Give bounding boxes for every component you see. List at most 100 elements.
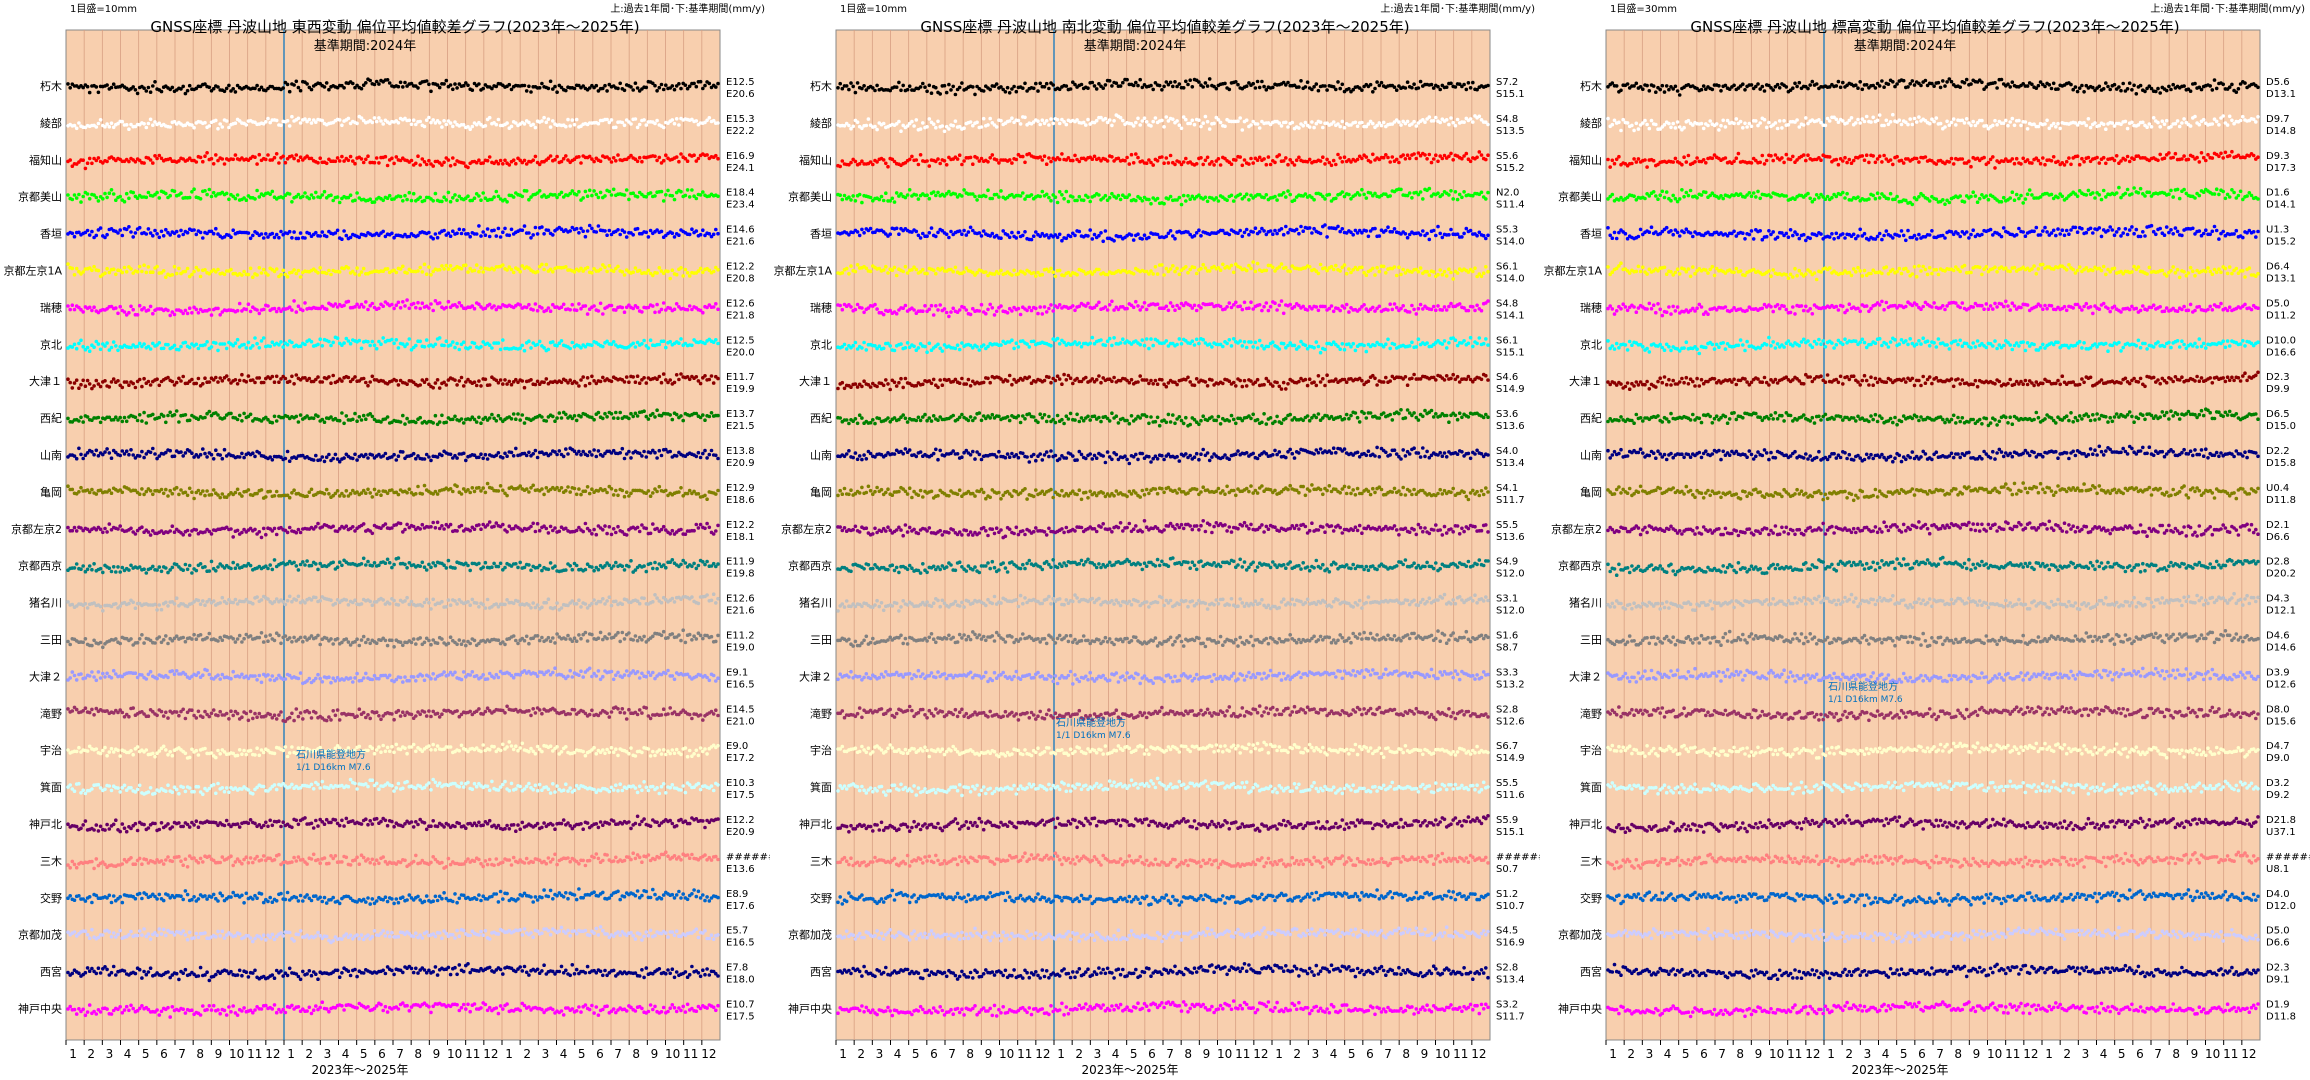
data-point bbox=[548, 267, 553, 272]
data-point bbox=[118, 304, 122, 309]
data-point bbox=[444, 198, 449, 202]
data-point bbox=[520, 379, 525, 383]
data-point bbox=[214, 118, 218, 123]
data-point bbox=[687, 304, 692, 308]
data-point bbox=[564, 378, 568, 383]
data-point bbox=[292, 488, 296, 493]
data-point bbox=[551, 119, 555, 123]
data-point bbox=[118, 415, 122, 420]
data-point bbox=[677, 490, 681, 494]
data-point bbox=[653, 450, 657, 455]
data-point bbox=[214, 375, 218, 380]
data-point bbox=[351, 488, 355, 493]
data-point bbox=[403, 599, 407, 603]
data-point bbox=[140, 449, 144, 454]
data-point bbox=[644, 381, 649, 385]
data-point bbox=[307, 117, 312, 122]
data-point bbox=[287, 229, 292, 234]
data-point bbox=[716, 633, 720, 638]
data-point bbox=[392, 306, 396, 311]
data-point bbox=[255, 162, 259, 166]
data-point bbox=[568, 564, 572, 568]
data-point bbox=[185, 528, 190, 533]
data-point bbox=[337, 418, 342, 423]
data-point bbox=[568, 124, 572, 128]
data-point bbox=[407, 234, 412, 239]
data-point bbox=[459, 266, 464, 271]
data-point bbox=[492, 228, 496, 233]
data-point bbox=[537, 264, 542, 269]
data-point bbox=[392, 645, 396, 649]
data-point bbox=[705, 559, 709, 564]
data-point bbox=[316, 633, 320, 638]
data-point bbox=[355, 121, 359, 126]
data-point bbox=[298, 530, 303, 535]
data-point bbox=[698, 633, 703, 638]
data-point bbox=[461, 228, 466, 232]
data-point bbox=[70, 487, 75, 492]
data-point bbox=[537, 563, 542, 568]
data-point bbox=[233, 341, 238, 346]
data-point bbox=[437, 267, 442, 272]
data-point bbox=[259, 85, 264, 90]
data-point bbox=[577, 633, 581, 637]
data-point bbox=[529, 90, 533, 94]
data-point bbox=[627, 564, 631, 569]
data-point bbox=[703, 341, 707, 346]
data-point bbox=[468, 603, 473, 607]
data-point bbox=[592, 417, 596, 422]
data-point bbox=[361, 556, 366, 561]
data-point bbox=[642, 449, 646, 454]
data-point bbox=[551, 233, 555, 237]
data-point bbox=[607, 82, 612, 87]
data-point bbox=[157, 341, 162, 345]
data-point bbox=[609, 412, 614, 416]
data-point bbox=[72, 273, 77, 277]
data-point bbox=[222, 416, 227, 420]
data-point bbox=[696, 450, 701, 455]
data-point bbox=[133, 532, 138, 536]
data-point bbox=[714, 529, 718, 533]
data-point bbox=[637, 529, 642, 534]
data-point bbox=[694, 637, 699, 641]
data-point bbox=[246, 374, 251, 378]
data-point bbox=[570, 302, 575, 307]
data-point bbox=[298, 413, 303, 417]
data-point bbox=[190, 311, 194, 315]
data-point bbox=[527, 120, 531, 125]
data-point bbox=[122, 199, 127, 204]
data-point bbox=[644, 455, 649, 459]
data-point bbox=[129, 563, 133, 568]
data-point bbox=[253, 197, 257, 201]
data-point bbox=[427, 115, 431, 120]
data-point bbox=[416, 454, 420, 458]
data-point bbox=[529, 606, 533, 610]
data-point bbox=[677, 82, 681, 86]
data-point bbox=[483, 306, 488, 311]
data-point bbox=[466, 563, 470, 568]
data-point bbox=[564, 488, 568, 493]
data-point bbox=[635, 638, 640, 643]
data-point bbox=[355, 191, 359, 195]
data-point bbox=[72, 234, 77, 239]
data-point bbox=[242, 527, 246, 532]
data-point bbox=[218, 376, 222, 380]
data-point bbox=[159, 529, 164, 533]
data-point bbox=[648, 191, 653, 195]
data-point bbox=[574, 639, 579, 643]
data-point bbox=[68, 642, 72, 647]
data-point bbox=[472, 196, 477, 200]
data-point bbox=[301, 639, 305, 644]
data-point bbox=[407, 190, 412, 195]
data-point bbox=[127, 159, 131, 164]
data-point bbox=[303, 601, 307, 605]
data-point bbox=[533, 529, 538, 534]
data-point bbox=[714, 302, 718, 306]
data-point bbox=[296, 192, 301, 197]
data-point bbox=[601, 86, 605, 91]
data-point bbox=[672, 380, 677, 385]
data-point bbox=[446, 267, 451, 271]
data-point bbox=[179, 309, 183, 313]
data-point bbox=[355, 266, 359, 270]
data-point bbox=[168, 488, 172, 493]
